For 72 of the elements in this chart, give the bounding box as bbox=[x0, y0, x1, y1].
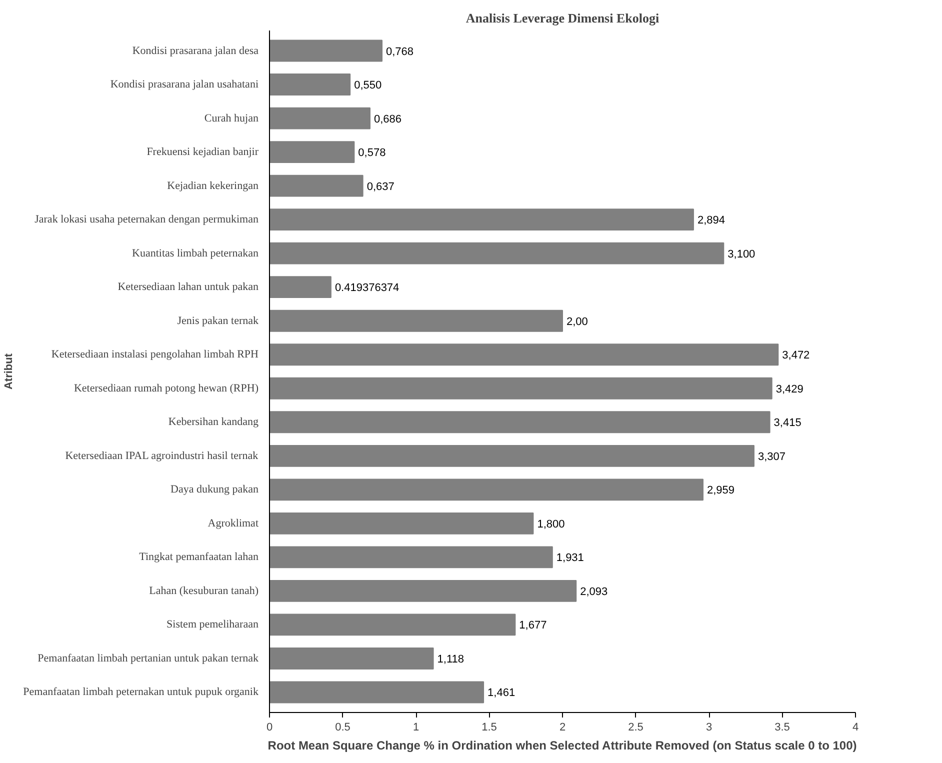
data-label: 2,093 bbox=[580, 586, 608, 598]
data-label: 3,472 bbox=[782, 350, 810, 362]
x-tick-label: 0 bbox=[266, 722, 273, 734]
y-tick-label: Frekuensi kejadian banjir bbox=[146, 146, 259, 158]
x-tick-label: 2.5 bbox=[628, 722, 644, 734]
data-label: 1,800 bbox=[537, 518, 565, 530]
bar bbox=[270, 141, 355, 164]
y-tick-label: Kondisi prasarana jalan usahatani bbox=[110, 78, 258, 91]
bar bbox=[270, 242, 724, 264]
data-label: 1,461 bbox=[488, 687, 516, 700]
y-tick-label: Agroklimat bbox=[208, 517, 259, 530]
data-label: 0,686 bbox=[374, 113, 402, 126]
y-tick-label: Pemanfaatan limbah peternakan untuk pupuk organik bbox=[23, 686, 259, 698]
y-tick-label: Ketersediaan rumah potong hewan (RPH) bbox=[74, 382, 259, 394]
y-tick-label: Tingkat pemanfaatan lahan bbox=[139, 551, 259, 564]
data-label: 3,307 bbox=[758, 450, 786, 463]
y-tick-label: Curah hujan bbox=[204, 112, 259, 124]
bar bbox=[270, 512, 534, 534]
y-tick-label: Ketersediaan instalasi pengolahan limbah RPH bbox=[51, 348, 259, 361]
bar bbox=[270, 648, 434, 670]
y-tick-label: Jenis pakan ternak bbox=[177, 314, 259, 327]
bar bbox=[270, 580, 577, 602]
data-label: 3,415 bbox=[774, 417, 802, 430]
x-tick-label: 2 bbox=[559, 722, 566, 734]
bar bbox=[270, 310, 563, 332]
data-label: 3,100 bbox=[728, 248, 756, 260]
bar bbox=[270, 276, 332, 298]
bar bbox=[270, 344, 779, 366]
bar bbox=[270, 107, 370, 130]
data-label: 0,550 bbox=[354, 80, 382, 92]
y-tick-label: Sistem pemeliharaan bbox=[166, 618, 259, 631]
data-label: 0.419376374 bbox=[334, 282, 400, 294]
x-tick-label: 1 bbox=[412, 722, 420, 734]
y-tick-label: Kejadian kekeringan bbox=[167, 180, 259, 192]
data-label: 2,00 bbox=[566, 316, 588, 328]
bar bbox=[270, 681, 484, 704]
y-tick-label: Kondisi prasarana jalan desa bbox=[132, 44, 259, 57]
bar bbox=[270, 411, 770, 434]
data-label: 1,931 bbox=[556, 552, 584, 564]
bar bbox=[270, 40, 383, 62]
bar bbox=[270, 478, 704, 501]
bar bbox=[270, 174, 364, 197]
data-label: 1,677 bbox=[519, 620, 547, 632]
chart-title: Analisis Leverage Dimensi Ekologi bbox=[466, 10, 660, 26]
data-label: 0,768 bbox=[386, 46, 414, 58]
data-label: 0,578 bbox=[358, 147, 386, 160]
bar bbox=[270, 74, 351, 96]
data-label: 2,894 bbox=[697, 214, 725, 227]
y-tick-label: Kebersihan kandang bbox=[168, 416, 259, 428]
data-label: 2,959 bbox=[706, 484, 735, 497]
y-tick-label: Kuantitas limbah peternakan bbox=[132, 247, 259, 260]
x-axis-title: Root Mean Square Change % in Ordination when Selected Attribute Removed (on Status scale 0 to 100) bbox=[268, 738, 857, 752]
bar bbox=[270, 614, 516, 636]
x-tick-label: 0.5 bbox=[335, 722, 350, 734]
y-tick-label: Ketersediaan IPAL agroindustri hasil ternak bbox=[65, 450, 259, 462]
data-label: 1,118 bbox=[437, 653, 464, 666]
x-tick-label: 4 bbox=[852, 722, 859, 734]
data-label: 0,637 bbox=[366, 180, 394, 193]
bar bbox=[270, 546, 553, 568]
bar bbox=[270, 208, 694, 231]
x-tick-label: 3 bbox=[706, 722, 712, 734]
y-axis-title: Atribut bbox=[3, 353, 16, 390]
y-tick-label: Lahan (kesuburan tanah) bbox=[149, 584, 259, 597]
data-label: 3,429 bbox=[776, 383, 804, 396]
bar bbox=[270, 377, 772, 400]
y-tick-label: Daya dukung pakan bbox=[170, 484, 259, 496]
y-tick-label: Pemanfaatan limbah pertanian untuk pakan ternak bbox=[38, 652, 259, 664]
bar bbox=[270, 444, 754, 467]
x-tick-label: 3.5 bbox=[774, 722, 790, 734]
y-tick-label: Ketersediaan lahan untuk pakan bbox=[118, 281, 259, 294]
y-tick-label: Jarak lokasi usaha peternakan dengan permukiman bbox=[34, 214, 259, 226]
x-tick-label: 1.5 bbox=[482, 722, 497, 734]
